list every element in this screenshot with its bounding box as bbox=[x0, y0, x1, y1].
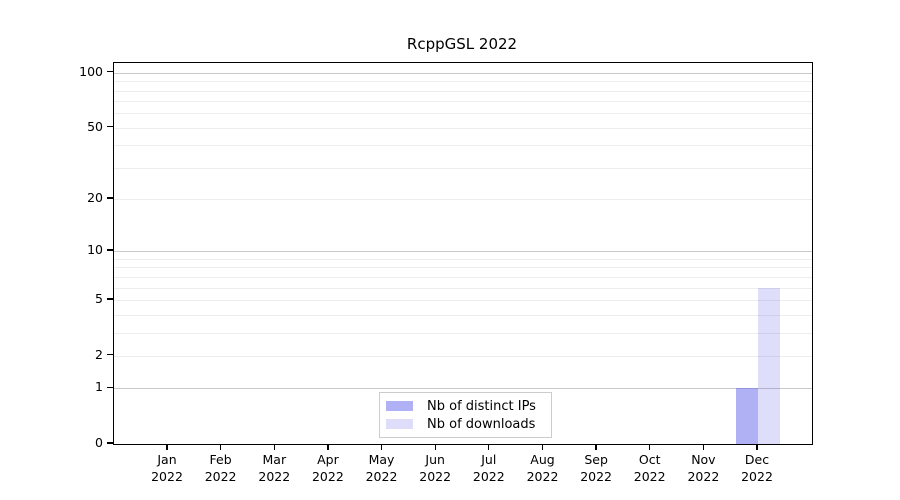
x-axis-tick-label: Apr 2022 bbox=[298, 451, 358, 485]
x-label-month: Sep bbox=[584, 452, 608, 467]
legend-label-downloads: Nb of downloads bbox=[427, 416, 536, 432]
chart-title: RcppGSL 2022 bbox=[406, 35, 518, 53]
y-axis-tick bbox=[107, 197, 113, 199]
y-axis-tick bbox=[107, 126, 113, 128]
x-label-year: 2022 bbox=[687, 469, 720, 484]
legend-row-distinct-ips: Nb of distinct IPs bbox=[386, 399, 545, 414]
x-label-year: 2022 bbox=[580, 469, 612, 484]
x-axis-tick bbox=[166, 444, 168, 450]
x-label-month: Aug bbox=[530, 452, 555, 467]
y-axis-tick-label: 2 bbox=[95, 346, 103, 362]
x-axis-tick-label: Oct 2022 bbox=[620, 451, 680, 485]
y-axis-tick-label: 100 bbox=[79, 63, 103, 79]
y-axis-tick bbox=[107, 353, 113, 356]
gridline-minor bbox=[114, 355, 812, 357]
x-label-month: Jan bbox=[157, 452, 177, 467]
legend-row-downloads: Nb of downloads bbox=[386, 417, 545, 432]
x-label-year: 2022 bbox=[741, 469, 773, 484]
x-axis-tick-label: Aug 2022 bbox=[513, 451, 573, 485]
x-axis-tick-label: Jul 2022 bbox=[459, 451, 519, 485]
x-axis-tick bbox=[434, 444, 436, 450]
x-label-month: Mar bbox=[262, 452, 287, 467]
x-axis-tick bbox=[702, 444, 705, 450]
x-label-month: Feb bbox=[209, 452, 232, 467]
x-label-year: 2022 bbox=[204, 469, 237, 484]
gridline-minor bbox=[114, 332, 812, 334]
gridline-minor bbox=[114, 276, 812, 278]
x-label-month: Oct bbox=[638, 452, 661, 467]
x-axis-tick-label: Nov 2022 bbox=[673, 451, 733, 485]
gridline-minor bbox=[114, 113, 812, 115]
y-axis-tick bbox=[107, 71, 113, 73]
gridline-major bbox=[114, 72, 812, 74]
plot-area: Nb of distinct IPs Nb of downloads bbox=[113, 62, 813, 445]
gridline-minor bbox=[114, 267, 812, 269]
x-label-year: 2022 bbox=[419, 469, 452, 484]
x-axis-tick-label: Mar 2022 bbox=[244, 451, 304, 485]
y-axis-tick-label: 50 bbox=[87, 118, 103, 134]
gridline-minor bbox=[114, 101, 812, 103]
x-axis-tick-label: Jan 2022 bbox=[137, 451, 197, 485]
x-label-year: 2022 bbox=[365, 469, 398, 484]
x-axis-tick-label: Jun 2022 bbox=[405, 451, 465, 485]
gridline-minor bbox=[114, 287, 812, 289]
gridline-minor bbox=[114, 127, 812, 129]
gridline-minor bbox=[114, 145, 812, 147]
x-axis-tick-label: May 2022 bbox=[352, 451, 412, 485]
gridline-minor bbox=[114, 199, 812, 201]
x-label-month: Dec bbox=[744, 452, 770, 467]
legend: Nb of distinct IPs Nb of downloads bbox=[379, 392, 552, 438]
legend-swatch-downloads bbox=[386, 419, 413, 429]
x-label-month: Jun bbox=[425, 452, 445, 467]
gridline-minor bbox=[114, 167, 812, 169]
gridline-minor bbox=[114, 258, 812, 260]
y-axis-tick-label: 20 bbox=[87, 190, 103, 206]
x-label-year: 2022 bbox=[633, 469, 666, 484]
gridline-minor bbox=[114, 299, 812, 301]
gridline-minor bbox=[114, 81, 812, 83]
x-axis-tick-label: Sep 2022 bbox=[566, 451, 626, 485]
x-label-year: 2022 bbox=[311, 469, 344, 484]
x-label-year: 2022 bbox=[151, 469, 183, 484]
bar-distinct-ips-dec bbox=[736, 388, 758, 444]
bar-downloads-dec bbox=[758, 287, 780, 444]
y-axis-tick-label: 1 bbox=[95, 379, 103, 395]
legend-swatch-distinct-ips bbox=[386, 401, 413, 411]
x-axis-tick bbox=[488, 444, 490, 450]
x-axis-tick bbox=[327, 444, 329, 450]
x-label-year: 2022 bbox=[526, 469, 559, 484]
y-axis-tick bbox=[107, 249, 113, 251]
x-axis-tick bbox=[649, 444, 651, 450]
legend-label-distinct-ips: Nb of distinct IPs bbox=[427, 398, 536, 414]
x-label-month: Nov bbox=[691, 452, 716, 467]
y-axis-tick-label: 10 bbox=[87, 242, 103, 258]
x-axis-tick bbox=[595, 444, 597, 450]
x-axis-tick-label: Dec 2022 bbox=[727, 451, 787, 485]
gridline-major bbox=[114, 251, 812, 253]
x-label-month: Jul bbox=[481, 452, 497, 467]
gridline-minor bbox=[114, 314, 812, 316]
x-axis-tick-label: Feb 2022 bbox=[191, 451, 251, 485]
x-axis-tick bbox=[756, 444, 758, 450]
y-axis-tick bbox=[107, 298, 113, 300]
y-axis-tick-label: 5 bbox=[95, 290, 103, 306]
x-label-month: May bbox=[368, 452, 395, 467]
x-axis-tick bbox=[541, 444, 544, 450]
x-label-year: 2022 bbox=[258, 469, 291, 484]
y-axis-tick bbox=[107, 442, 113, 444]
gridline-major bbox=[114, 388, 812, 390]
x-label-month: Apr bbox=[317, 452, 339, 467]
gridline-minor bbox=[114, 90, 812, 92]
x-axis-tick bbox=[219, 444, 222, 450]
y-axis-tick-label: 0 bbox=[95, 435, 103, 450]
x-axis-tick bbox=[273, 444, 275, 450]
x-label-year: 2022 bbox=[472, 469, 505, 484]
y-axis-tick bbox=[107, 386, 113, 388]
x-axis-tick bbox=[380, 444, 383, 450]
